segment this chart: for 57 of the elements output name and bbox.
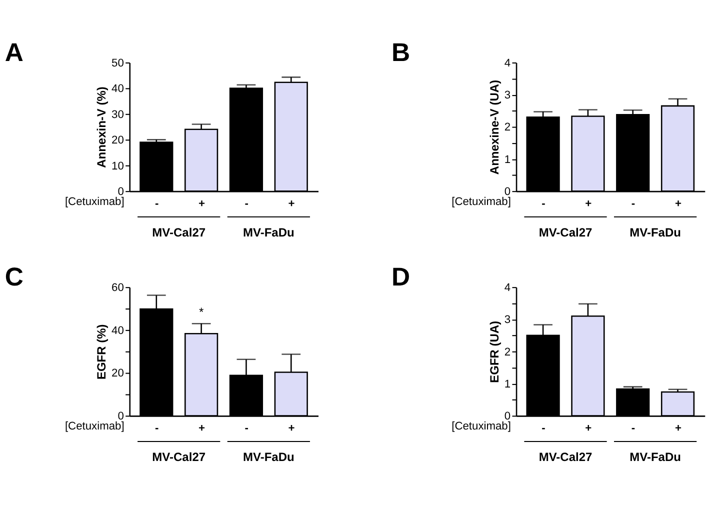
y-tick-label: 1 (504, 378, 511, 390)
y-axis-title: EGFR (%) (94, 324, 108, 380)
chart-title: A (4, 38, 24, 67)
x-tick-label: + (585, 422, 592, 435)
y-tick-label: 3 (504, 90, 511, 102)
y-axis-title: Annexin-V (%) (94, 86, 108, 168)
x-tick-label: - (631, 422, 636, 435)
y-tick-label: 60 (112, 282, 124, 294)
x-axis-title: [Cetuximab] (64, 196, 124, 208)
x-tick-label: + (198, 198, 206, 210)
x-axis-title: [Cetuximab] (452, 420, 511, 432)
text: MV-Cal27 (538, 226, 593, 240)
y-axis-title: EGFR (UA) (487, 320, 502, 383)
y-tick-label: 30 (112, 108, 124, 121)
y-tick-label: 1 (504, 154, 511, 166)
y-tick-label: 4 (504, 282, 511, 294)
y-tick-label: 0 (504, 186, 511, 198)
y-tick-label: 50 (112, 57, 124, 70)
text: MV-FaDu (630, 450, 681, 464)
x-tick-label: - (244, 422, 249, 435)
y-tick-label: 40 (112, 324, 124, 337)
y-tick-label: 0 (118, 410, 124, 423)
chart-title: C (4, 263, 24, 292)
y-axis-title: Annexine-V (UA) (487, 80, 502, 175)
x-tick-label: - (154, 422, 159, 435)
text: MV-FaDu (630, 226, 681, 240)
y-tick-label: 2 (504, 122, 511, 134)
x-tick-label: + (674, 422, 682, 435)
x-axis-title: [Cetuximab] (64, 420, 124, 432)
text: MV-FaDu (242, 450, 294, 464)
text: MV-Cal27 (538, 450, 593, 464)
y-tick-label: 0 (118, 186, 124, 198)
x-tick-label: - (542, 198, 546, 210)
text: MV-Cal27 (152, 226, 206, 240)
x-tick-label: - (154, 198, 159, 210)
y-tick-label: 0 (504, 410, 511, 423)
data-label: * (198, 304, 204, 319)
x-tick-label: + (198, 422, 206, 435)
text: MV-FaDu (242, 226, 294, 240)
x-tick-label: + (674, 198, 682, 210)
chart-title: D (391, 263, 410, 292)
y-tick-label: 20 (112, 134, 124, 147)
y-tick-label: 20 (112, 368, 124, 380)
x-tick-label: - (244, 198, 249, 210)
chart-title: B (391, 38, 410, 67)
y-tick-label: 2 (504, 346, 511, 358)
x-tick-label: - (542, 422, 546, 435)
text: MV-Cal27 (152, 450, 206, 464)
y-tick-label: 10 (112, 160, 124, 172)
y-tick-label: 4 (504, 57, 511, 70)
y-tick-label: 3 (504, 314, 511, 326)
x-axis-title: [Cetuximab] (452, 196, 511, 208)
x-tick-label: + (288, 422, 296, 435)
x-tick-label: + (585, 198, 592, 210)
x-tick-label: - (631, 198, 636, 210)
y-tick-label: 40 (112, 83, 124, 96)
x-tick-label: + (288, 198, 296, 210)
